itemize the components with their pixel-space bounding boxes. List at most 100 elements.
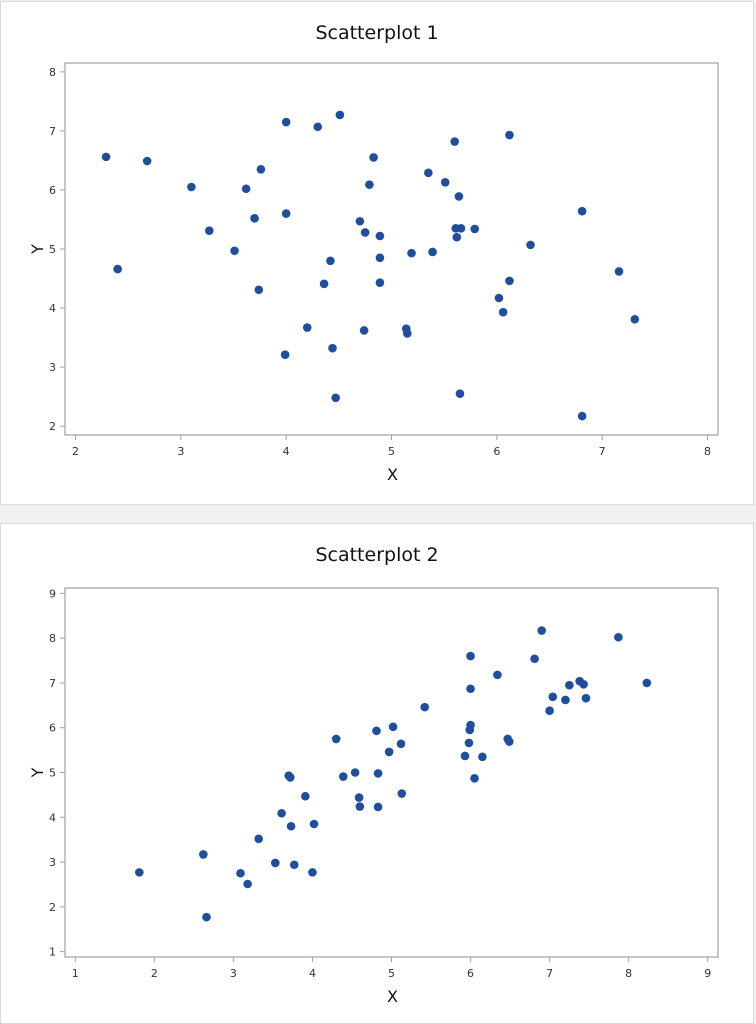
data-point xyxy=(286,821,296,831)
data-point xyxy=(135,868,144,877)
data-point xyxy=(493,670,502,680)
data-point xyxy=(545,706,554,716)
data-point xyxy=(313,122,323,132)
x-tick-label: 4 xyxy=(283,445,290,458)
data-point xyxy=(396,739,406,749)
data-point xyxy=(577,411,587,421)
data-point xyxy=(309,819,319,829)
data-point xyxy=(526,240,535,250)
data-point xyxy=(548,692,558,702)
y-tick-label: 8 xyxy=(49,632,56,645)
data-point xyxy=(397,789,407,798)
y-tick-label: 6 xyxy=(49,184,56,197)
y-tick-label: 3 xyxy=(49,856,56,869)
data-point xyxy=(281,209,291,218)
x-tick-label: 8 xyxy=(704,445,711,458)
data-point xyxy=(420,702,430,712)
data-point xyxy=(577,206,587,216)
data-point xyxy=(350,768,360,777)
data-point xyxy=(498,307,508,317)
data-point xyxy=(642,678,652,688)
x-tick-label: 6 xyxy=(467,967,474,980)
data-point xyxy=(450,137,459,146)
data-point xyxy=(614,267,624,276)
data-point xyxy=(388,722,398,732)
data-point xyxy=(331,393,340,403)
data-point xyxy=(243,879,252,889)
y-tick-label: 5 xyxy=(49,243,56,256)
plot-area-frame xyxy=(64,587,719,958)
data-point xyxy=(335,110,345,120)
data-point xyxy=(354,793,364,802)
data-point xyxy=(142,156,152,166)
data-point xyxy=(331,734,341,744)
data-point xyxy=(505,130,514,140)
scatterplot-2-panel: Scatterplot 2 1 2 3 4 5 6 7 8 9 1 2 3 4 5 6 7 8 9 X Y xyxy=(0,523,754,1024)
data-point xyxy=(355,802,365,811)
data-point xyxy=(101,152,111,162)
x-tick-label: 5 xyxy=(388,967,395,980)
data-point xyxy=(581,693,591,703)
x-tick-label: 3 xyxy=(230,967,237,980)
x-tick-label: 4 xyxy=(309,967,316,980)
data-point xyxy=(470,224,480,234)
data-point xyxy=(470,774,479,783)
data-point xyxy=(328,343,337,353)
y-tick-label: 2 xyxy=(49,901,56,914)
data-point xyxy=(289,860,299,870)
data-point xyxy=(236,868,245,878)
x-tick-label: 3 xyxy=(177,445,184,458)
data-point xyxy=(365,180,374,189)
y-tick-label: 3 xyxy=(49,361,56,374)
data-point xyxy=(530,654,539,664)
data-point xyxy=(204,226,214,235)
data-point xyxy=(407,248,416,258)
y-tick-label: 1 xyxy=(49,946,56,959)
data-point xyxy=(494,293,504,303)
y-axis-label: Y xyxy=(28,767,47,778)
data-point xyxy=(428,247,437,257)
data-point xyxy=(373,769,383,778)
data-point xyxy=(360,228,370,237)
data-point xyxy=(614,632,623,642)
data-point xyxy=(537,626,547,635)
data-point xyxy=(373,802,383,812)
data-point xyxy=(504,737,514,746)
x-tick-label: 1 xyxy=(72,967,79,980)
data-point xyxy=(375,278,385,287)
data-point xyxy=(326,256,335,266)
data-point xyxy=(424,168,433,178)
x-tick-label: 7 xyxy=(599,445,606,458)
y-tick-label: 6 xyxy=(49,722,56,735)
y-tick-label: 9 xyxy=(49,587,56,600)
data-point xyxy=(187,182,196,192)
data-point xyxy=(301,791,310,801)
data-point xyxy=(455,389,465,398)
y-tick-label: 8 xyxy=(49,66,56,79)
x-tick-label: 2 xyxy=(72,445,79,458)
y-tick-label: 7 xyxy=(49,677,56,690)
y-tick-label: 2 xyxy=(49,420,56,433)
data-point xyxy=(454,192,464,201)
x-tick-label: 2 xyxy=(151,967,158,980)
data-point xyxy=(359,326,369,335)
y-tick-label: 5 xyxy=(49,767,56,780)
data-point xyxy=(372,726,381,736)
data-point xyxy=(369,153,378,162)
data-point xyxy=(270,858,280,868)
data-point xyxy=(466,684,475,694)
data-point xyxy=(254,834,263,844)
chart-title: Scatterplot 2 xyxy=(315,544,439,566)
data-point xyxy=(505,276,514,286)
data-point xyxy=(286,773,295,782)
data-point xyxy=(466,720,475,730)
x-axis-label: X xyxy=(387,465,398,484)
x-tick-label: 8 xyxy=(625,967,632,980)
data-point xyxy=(202,912,211,922)
data-point xyxy=(478,752,487,762)
data-point xyxy=(199,850,208,859)
data-point xyxy=(561,695,570,705)
data-point xyxy=(630,314,640,324)
data-point xyxy=(280,350,290,359)
data-point xyxy=(375,231,385,241)
